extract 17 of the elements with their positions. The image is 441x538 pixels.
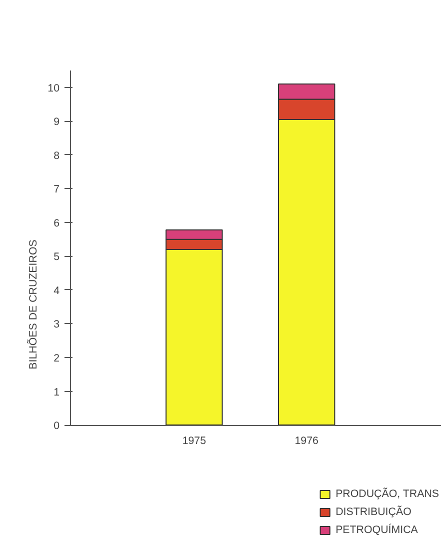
- y-tick-label: 1: [54, 386, 60, 398]
- y-tick-label: 10: [48, 82, 60, 94]
- y-tick-label: 0: [54, 420, 60, 432]
- legend-label: PETROQUÍMICA: [336, 524, 418, 536]
- legend-label: DISTRIBUIÇÃO: [336, 506, 412, 518]
- y-axis-title: BILHÕES DE CRUZEIROS: [26, 240, 40, 370]
- y-tick-label: 2: [54, 352, 60, 365]
- y-tick-label: 6: [54, 217, 60, 230]
- legend-label: PRODUÇÃO, TRANS: [336, 488, 439, 500]
- x-tick-label: 1975: [182, 435, 206, 448]
- y-tick-label: 9: [54, 116, 60, 128]
- y-tick-label: 5: [54, 251, 60, 264]
- y-tick-label: 4: [54, 284, 60, 297]
- y-tick-label: 8: [54, 150, 60, 162]
- x-tick-label: 1976: [294, 435, 319, 448]
- y-tick-label: 7: [54, 184, 60, 196]
- y-tick-label: 3: [54, 318, 60, 331]
